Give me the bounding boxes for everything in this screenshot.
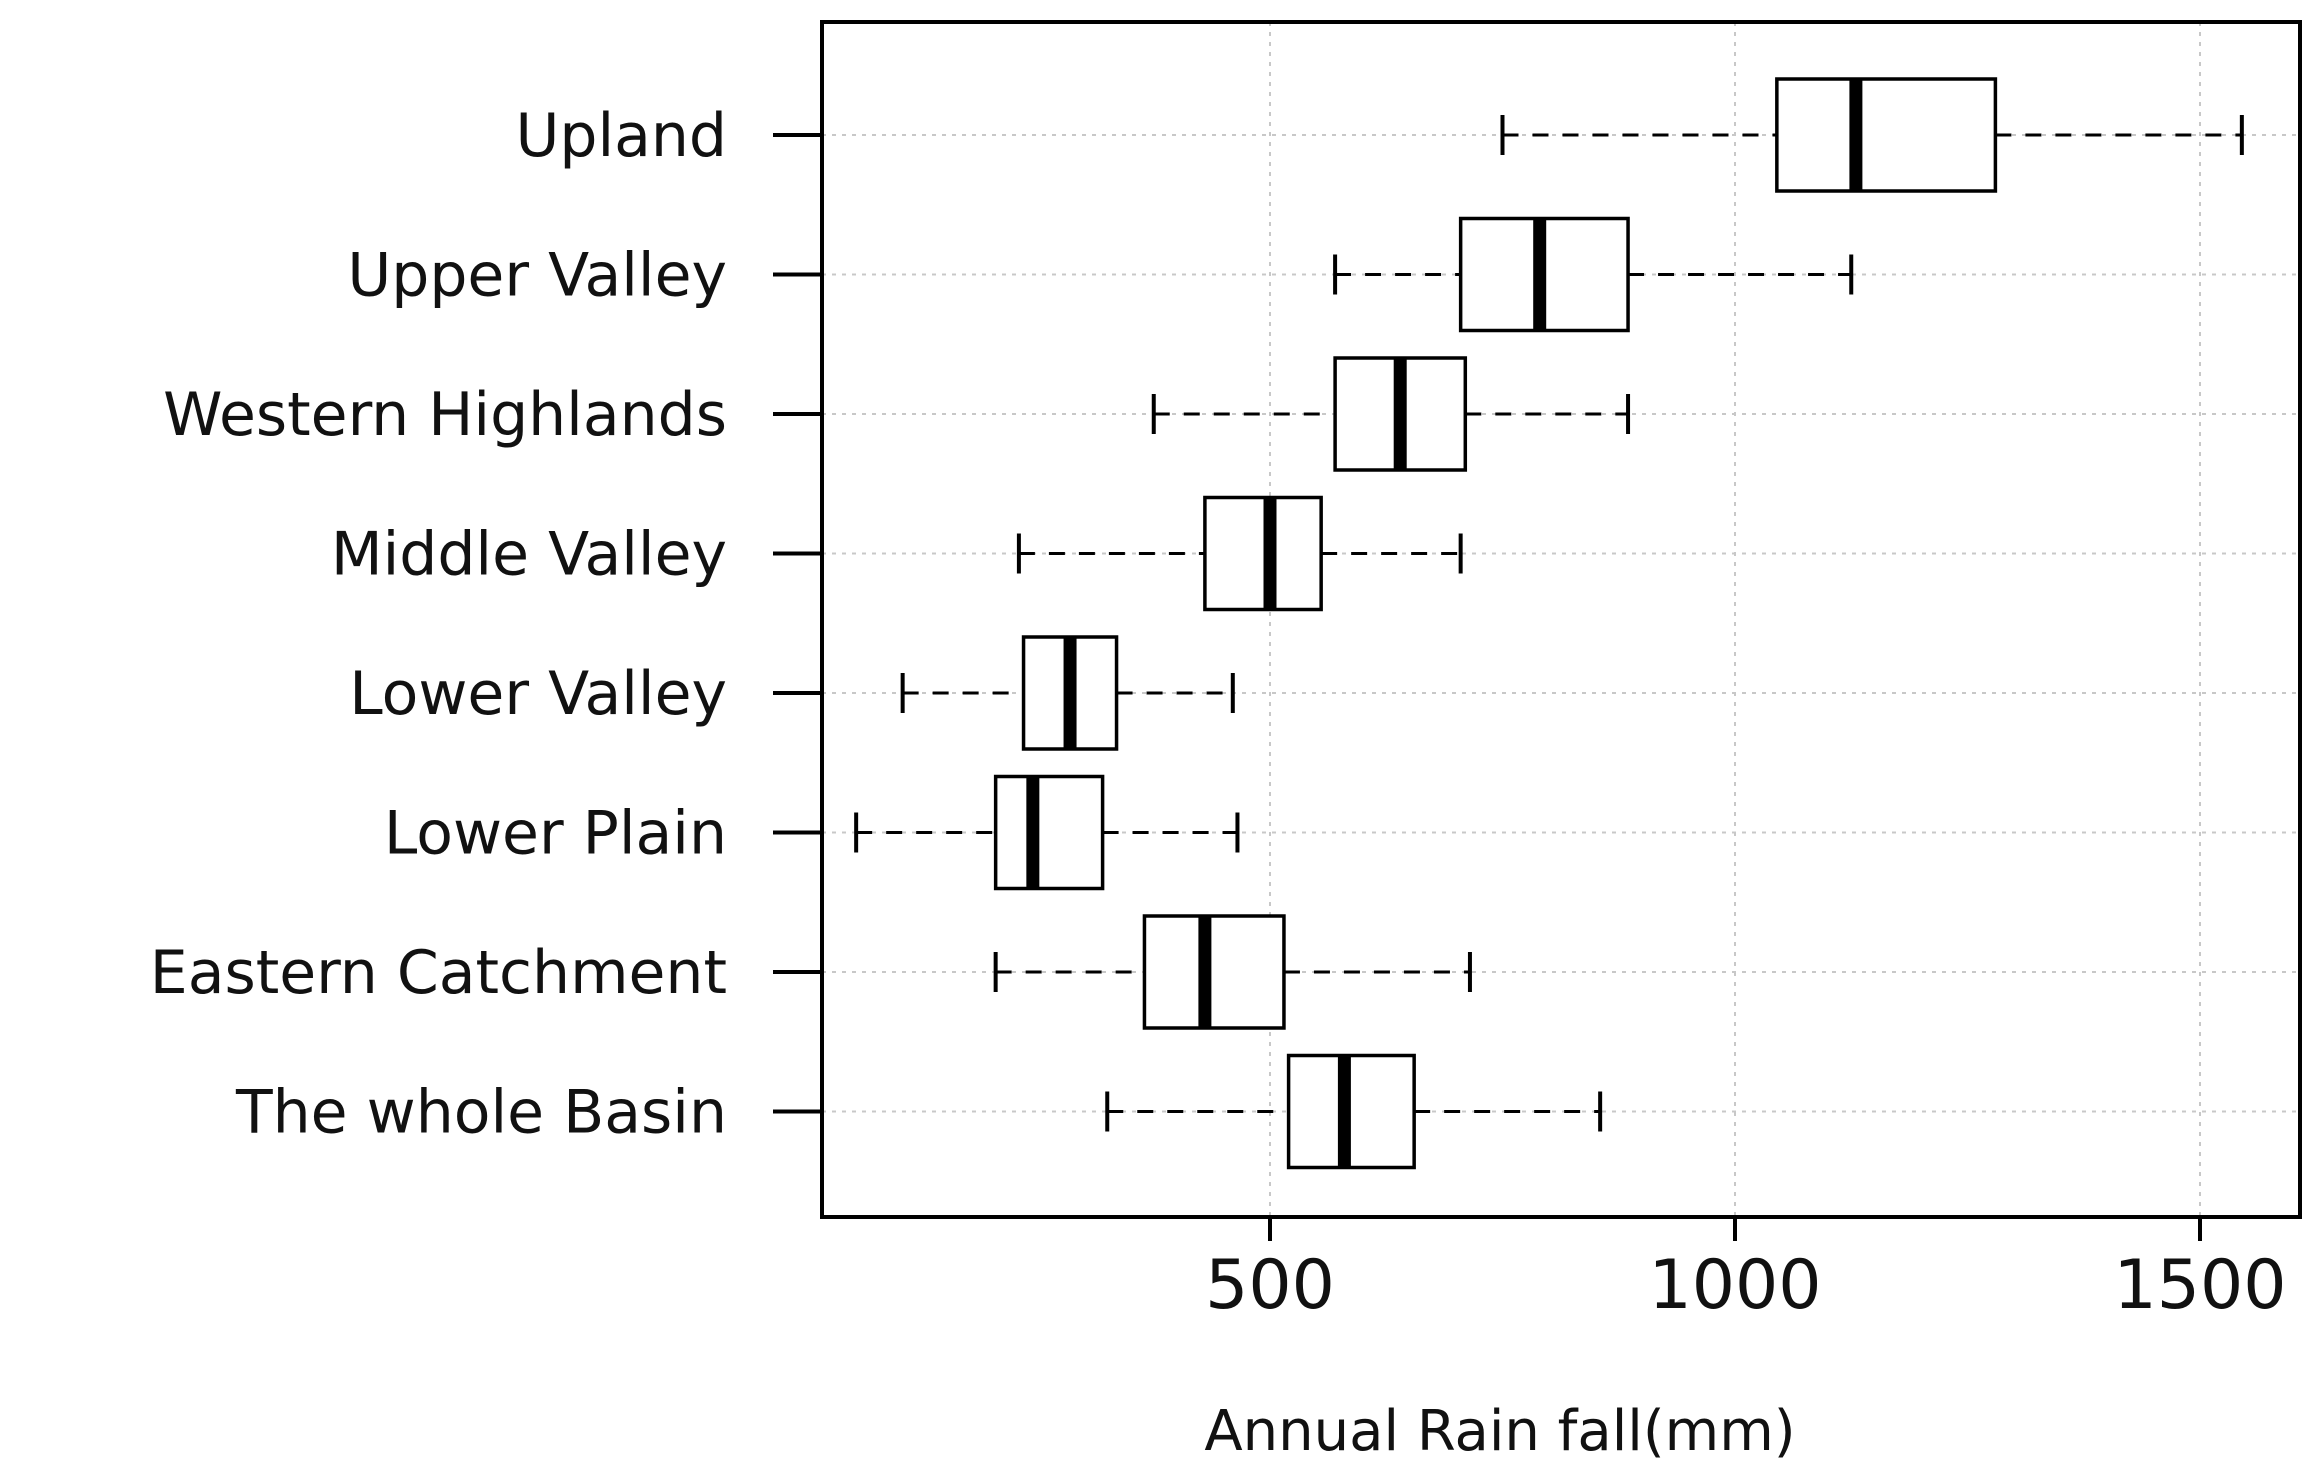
category-label: Eastern Catchment [150,938,727,1008]
iqr-box [1142,914,1286,1030]
box-upper-valley [1333,216,1854,333]
box-the-whole-basin [1105,1053,1603,1170]
box-western-highlands [1151,356,1631,472]
category-label: Lower Valley [349,659,727,729]
category-label: The whole Basin [235,1078,727,1148]
iqr-box [1286,1053,1416,1170]
box-eastern-catchment [993,914,1472,1030]
category-ticks [773,133,822,1114]
grid-lines [822,22,2300,1217]
plot-frame [820,20,2302,1219]
category-label: Upper Valley [347,241,727,311]
category-labels: Upland Upper Valley Western Highlands Middl… [150,101,727,1148]
iqr-box [1775,77,1998,193]
x-tick-label: 1000 [1648,1246,1821,1325]
x-axis-ticks: 500 1000 1500 [1205,1217,2287,1325]
x-tick-label: 500 [1205,1246,1335,1325]
category-label: Western Highlands [163,380,727,450]
box-middle-valley [1016,495,1463,612]
x-axis-title: Annual Rain fall(mm) [1204,1399,1795,1464]
category-label: Upland [515,101,727,171]
category-label: Lower Plain [384,799,727,869]
box-upland [1500,77,2244,193]
box-series [854,77,2244,1170]
iqr-box [1203,495,1323,612]
box-lower-plain [854,774,1240,891]
iqr-box [993,774,1105,891]
x-tick-label: 1500 [2113,1246,2286,1325]
box-lower-valley [900,635,1235,751]
category-label: Middle Valley [331,520,727,590]
